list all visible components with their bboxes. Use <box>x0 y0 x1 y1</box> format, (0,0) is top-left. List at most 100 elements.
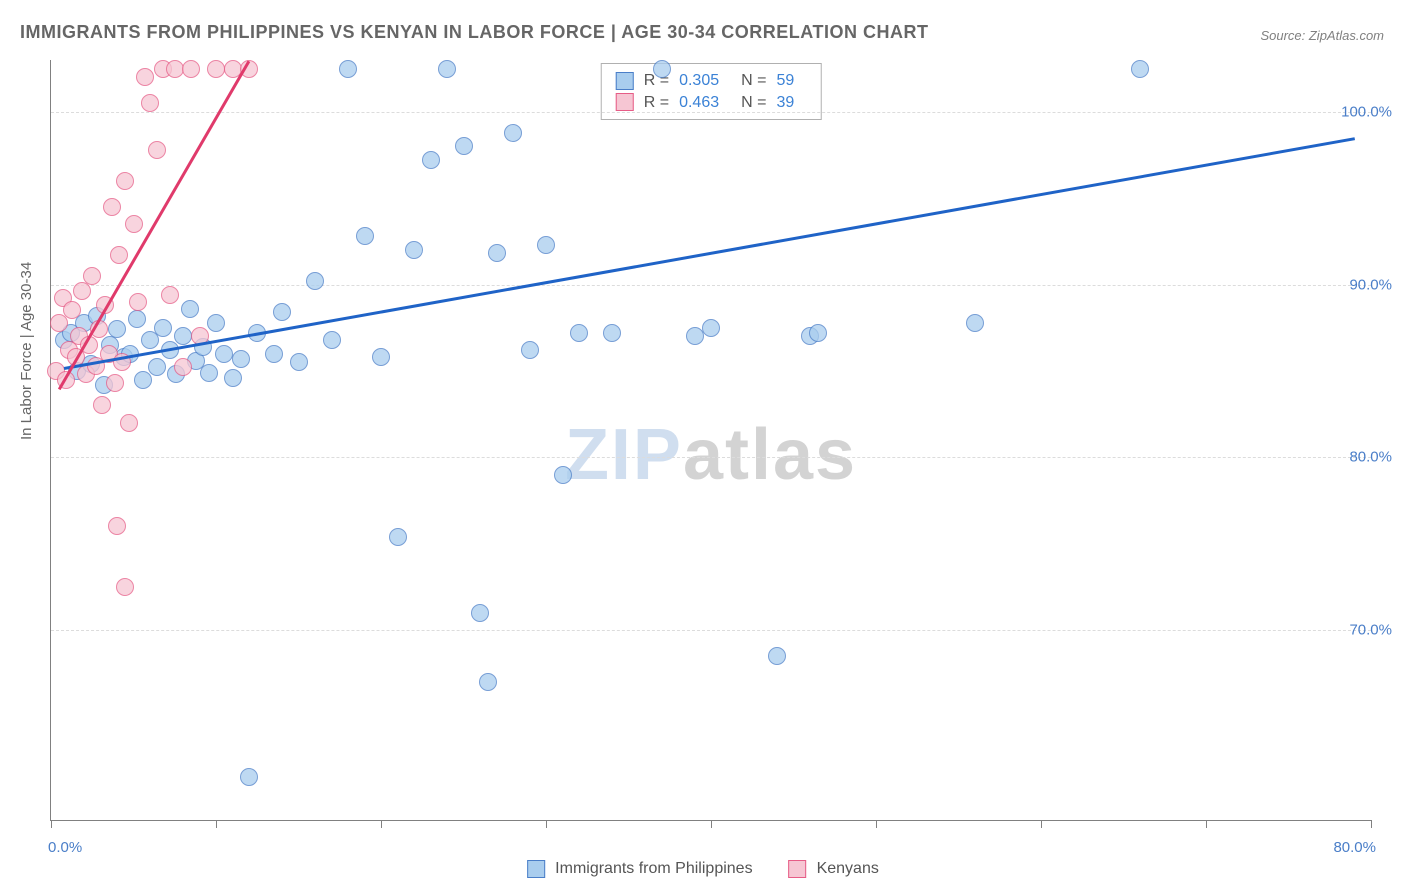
source-attribution: Source: ZipAtlas.com <box>1260 28 1384 43</box>
data-point <box>108 517 126 535</box>
data-point <box>141 94 159 112</box>
data-point <box>166 60 184 78</box>
data-point <box>554 466 572 484</box>
x-tick <box>51 820 52 828</box>
y-tick-label: 70.0% <box>1349 622 1392 639</box>
data-point <box>181 300 199 318</box>
data-point <box>108 320 126 338</box>
data-point <box>966 314 984 332</box>
n-label: N = <box>741 92 766 114</box>
r-value-philippines: 0.305 <box>679 70 719 92</box>
data-point <box>128 310 146 328</box>
data-point <box>103 198 121 216</box>
y-axis-label: In Labor Force | Age 30-34 <box>18 262 35 440</box>
data-point <box>174 358 192 376</box>
x-tick-min: 0.0% <box>48 839 82 856</box>
n-value-kenyans: 39 <box>776 92 794 114</box>
y-tick-label: 90.0% <box>1349 276 1392 293</box>
data-point <box>653 60 671 78</box>
data-point <box>290 353 308 371</box>
data-point <box>200 364 218 382</box>
swatch-kenyans-icon <box>616 93 634 111</box>
n-label: N = <box>741 70 766 92</box>
data-point <box>1131 60 1149 78</box>
x-tick <box>381 820 382 828</box>
legend-item-philippines: Immigrants from Philippines <box>527 860 752 878</box>
data-point <box>106 374 124 392</box>
data-point <box>129 293 147 311</box>
r-value-kenyans: 0.463 <box>679 92 719 114</box>
data-point <box>83 267 101 285</box>
data-point <box>148 358 166 376</box>
n-value-philippines: 59 <box>776 70 794 92</box>
data-point <box>148 141 166 159</box>
data-point <box>110 246 128 264</box>
swatch-philippines-icon <box>616 72 634 90</box>
legend-label-kenyans: Kenyans <box>817 860 879 878</box>
y-tick-label: 100.0% <box>1341 103 1392 120</box>
data-point <box>356 227 374 245</box>
watermark-zip: ZIP <box>565 415 683 495</box>
bottom-legend: Immigrants from Philippines Kenyans <box>527 860 879 878</box>
data-point <box>521 341 539 359</box>
data-point <box>116 578 134 596</box>
data-point <box>240 768 258 786</box>
data-point <box>339 60 357 78</box>
data-point <box>479 673 497 691</box>
x-tick <box>1371 820 1372 828</box>
data-point <box>471 604 489 622</box>
data-point <box>405 241 423 259</box>
swatch-kenyans-icon <box>789 860 807 878</box>
watermark: ZIPatlas <box>565 414 857 496</box>
x-tick <box>1041 820 1042 828</box>
watermark-atlas: atlas <box>683 415 857 495</box>
stats-row-philippines: R = 0.305 N = 59 <box>616 70 807 92</box>
data-point <box>120 414 138 432</box>
data-point <box>570 324 588 342</box>
x-tick <box>876 820 877 828</box>
data-point <box>504 124 522 142</box>
data-point <box>73 282 91 300</box>
gridline <box>51 112 1371 113</box>
data-point <box>768 647 786 665</box>
data-point <box>224 369 242 387</box>
data-point <box>323 331 341 349</box>
data-point <box>215 345 233 363</box>
data-point <box>136 68 154 86</box>
data-point <box>265 345 283 363</box>
data-point <box>207 60 225 78</box>
data-point <box>174 327 192 345</box>
x-tick <box>546 820 547 828</box>
gridline <box>51 457 1371 458</box>
data-point <box>63 301 81 319</box>
legend-item-kenyans: Kenyans <box>789 860 879 878</box>
data-point <box>438 60 456 78</box>
data-point <box>306 272 324 290</box>
data-point <box>455 137 473 155</box>
swatch-philippines-icon <box>527 860 545 878</box>
chart-title: IMMIGRANTS FROM PHILIPPINES VS KENYAN IN… <box>20 22 928 43</box>
data-point <box>125 215 143 233</box>
data-point <box>154 319 172 337</box>
data-point <box>161 286 179 304</box>
r-label: R = <box>644 92 669 114</box>
gridline <box>51 285 1371 286</box>
gridline <box>51 630 1371 631</box>
data-point <box>686 327 704 345</box>
data-point <box>488 244 506 262</box>
data-point <box>702 319 720 337</box>
data-point <box>372 348 390 366</box>
x-tick-max: 80.0% <box>1333 839 1376 856</box>
legend-label-philippines: Immigrants from Philippines <box>555 860 752 878</box>
correlation-chart: IMMIGRANTS FROM PHILIPPINES VS KENYAN IN… <box>0 0 1406 892</box>
data-point <box>273 303 291 321</box>
data-point <box>207 314 225 332</box>
data-point <box>182 60 200 78</box>
data-point <box>537 236 555 254</box>
data-point <box>422 151 440 169</box>
x-tick <box>711 820 712 828</box>
data-point <box>389 528 407 546</box>
y-tick-label: 80.0% <box>1349 449 1392 466</box>
data-point <box>93 396 111 414</box>
stats-row-kenyans: R = 0.463 N = 39 <box>616 92 807 114</box>
